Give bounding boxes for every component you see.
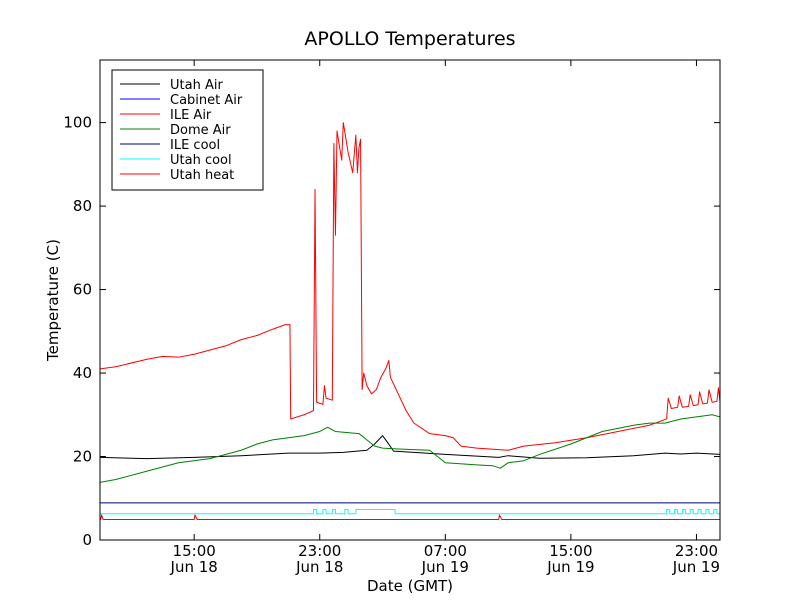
x-tick-time-label: 15:00	[549, 542, 592, 560]
chart-title: APOLLO Temperatures	[304, 28, 515, 50]
y-tick-label: 0	[82, 531, 92, 549]
x-tick-time-label: 23:00	[675, 542, 718, 560]
axis-ticks	[100, 60, 720, 541]
series-line-utah-heat	[100, 514, 720, 521]
y-tick-label: 40	[73, 364, 92, 382]
y-tick-label: 100	[63, 114, 92, 132]
legend-label-cabinet-air: Cabinet Air	[170, 93, 243, 108]
x-tick-time-label: 15:00	[173, 542, 216, 560]
plot-frame	[99, 59, 721, 541]
legend-label-utah-cool: Utah cool	[170, 153, 232, 168]
y-tick-label: 80	[73, 197, 92, 215]
legend-label-utah-heat: Utah heat	[170, 168, 234, 183]
series-line-ile-air	[100, 122, 720, 451]
x-tick-date-label: Jun 19	[546, 558, 594, 576]
x-axis-label: Date (GMT)	[367, 577, 453, 595]
x-tick-date-label: Jun 19	[672, 558, 720, 576]
legend-label-utah-air: Utah Air	[170, 78, 223, 93]
x-tick-date-label: Jun 18	[170, 558, 218, 576]
y-axis-label: Temperature (C)	[44, 239, 62, 362]
legend-label-ile-air: ILE Air	[170, 108, 212, 123]
legend-label-dome-air: Dome Air	[170, 123, 231, 138]
y-tick-label: 60	[73, 281, 92, 299]
x-tick-date-label: Jun 19	[421, 558, 469, 576]
series-group	[100, 122, 720, 521]
x-tick-time-label: 07:00	[424, 542, 467, 560]
series-line-utah-air	[100, 435, 720, 460]
y-tick-labels: 0 20 40 60 80 100	[63, 114, 92, 549]
y-tick-label: 20	[73, 448, 92, 466]
legend-box	[111, 69, 264, 191]
series-line-dome-air	[100, 414, 720, 483]
x-tick-time-label: 23:00	[298, 542, 341, 560]
x-tick-date-label: Jun 18	[295, 558, 343, 576]
legend-label-ile-cool: ILE cool	[170, 138, 220, 153]
series-line-utah-cool	[100, 509, 720, 515]
